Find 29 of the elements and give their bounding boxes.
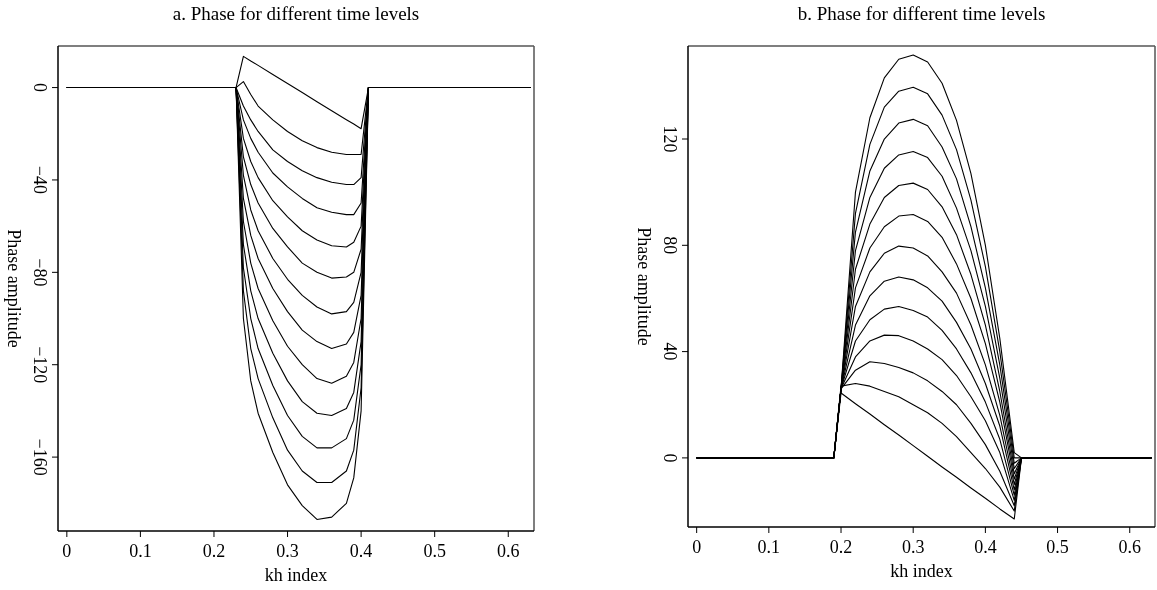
x-tick-label: 0.1	[757, 537, 781, 557]
y-tick-label: −120	[30, 346, 50, 384]
x-tick-label: 0.3	[276, 541, 299, 561]
y-tick-label: 80	[660, 236, 680, 255]
y-tick-label: −40	[30, 165, 50, 195]
y-tick-label: 40	[660, 342, 680, 361]
y-axis-title: Phase amplitude	[634, 227, 654, 346]
x-tick-label: 0.4	[349, 541, 373, 561]
y-tick-label: 120	[660, 125, 680, 153]
y-tick-label: −160	[30, 438, 50, 476]
x-axis-title: kh index	[890, 561, 953, 581]
x-tick-label: 0.1	[129, 541, 152, 561]
x-tick-label: 0.5	[1046, 537, 1069, 557]
chart-title: b. Phase for different time levels	[797, 3, 1046, 24]
x-tick-label: 0.4	[974, 537, 997, 557]
x-axis-title: kh index	[264, 565, 328, 585]
x-tick-label: 0	[692, 537, 702, 557]
chart-title: a. Phase for different time levels	[172, 3, 420, 24]
x-tick-label: 0	[62, 541, 72, 561]
y-tick-label: −80	[30, 258, 50, 287]
x-tick-label: 0.6	[1118, 537, 1141, 557]
x-tick-label: 0.6	[497, 541, 520, 561]
y-axis-title: Phase amplitude	[4, 229, 24, 348]
y-tick-label: 0	[30, 83, 50, 93]
x-tick-label: 0.3	[901, 537, 925, 557]
x-tick-label: 0.2	[829, 537, 853, 557]
x-tick-label: 0.2	[202, 541, 226, 561]
x-tick-label: 0.5	[423, 541, 446, 561]
y-tick-label: 0	[660, 453, 680, 463]
